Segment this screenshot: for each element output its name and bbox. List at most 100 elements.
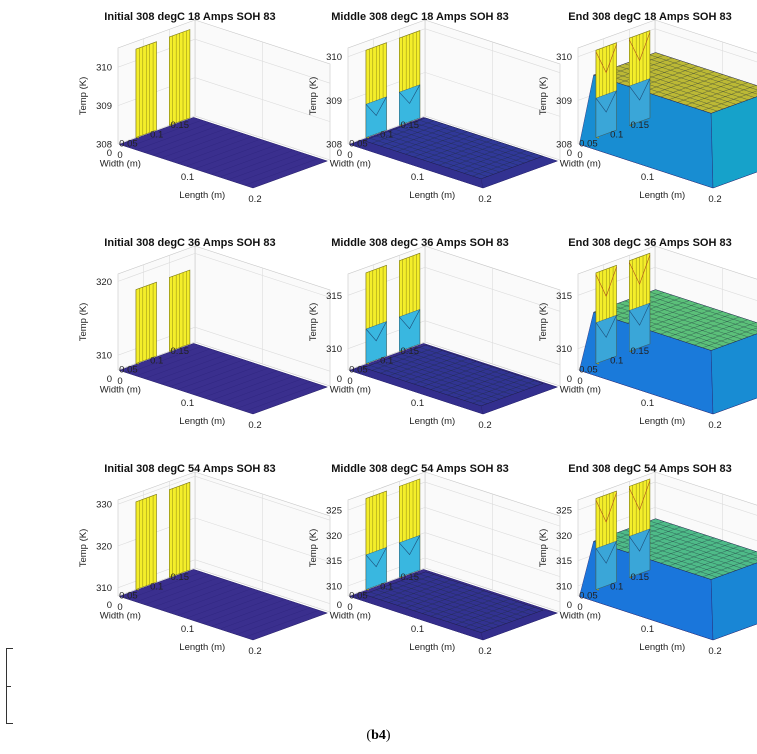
surface-mesh [136, 348, 211, 377]
chart-title: Middle 308 degC 18 Amps SOH 83 [331, 11, 508, 23]
surface-mesh [194, 593, 269, 622]
chart-title: Initial 308 degC 36 Amps SOH 83 [104, 237, 275, 249]
tab-fin-1 [398, 252, 421, 353]
x-tick-label: 0.1 [181, 624, 194, 635]
y-axis-label: Width (m) [330, 611, 371, 622]
z-tick-label: 309 [96, 101, 112, 112]
z-axis-label: Temp (K) [538, 529, 549, 568]
z-tick-label: 310 [96, 583, 112, 594]
surface-mesh [649, 520, 757, 557]
x-axis-label: Length (m) [639, 416, 685, 427]
surface-mesh [152, 128, 228, 156]
surface-mesh [194, 367, 269, 396]
z-tick-label: 320 [96, 277, 112, 288]
x-tick-label: 0.2 [708, 420, 721, 431]
grid-line [117, 253, 331, 298]
surface-mesh [369, 365, 488, 404]
surface-mesh [211, 147, 286, 175]
y-axis-label: Width (m) [560, 611, 601, 622]
tab-fin-2 [135, 493, 157, 591]
surface-mesh [244, 158, 320, 186]
panel-middle-308-degc-18-amps-soh-83: Middle 308 degC 18 Amps SOH 83 308 309 310 T… [308, 11, 561, 205]
z-tick-label: 310 [96, 63, 112, 74]
y-axis-label: Width (m) [100, 611, 141, 622]
tab-fin-1 [398, 30, 421, 127]
tab-fin-2 [365, 42, 387, 139]
z-axis-label: Temp (K) [78, 303, 89, 342]
surface-mesh [127, 572, 203, 600]
x-axis-label: Length (m) [409, 416, 455, 427]
z-tick-label: 330 [96, 500, 112, 511]
x-tick-label: 0.1 [411, 624, 424, 635]
surface-mesh [177, 362, 253, 390]
surface-mesh [177, 136, 253, 164]
x-axis-label: Length (m) [179, 190, 225, 201]
surface-mesh [219, 601, 294, 630]
surface-mesh [127, 346, 203, 374]
surface-mesh [161, 356, 236, 385]
surface-mesh [394, 356, 513, 395]
y-tick-label: 0 [567, 600, 572, 611]
y-tick-label: 0 [107, 600, 112, 611]
x-tick-label: 0.2 [248, 420, 261, 431]
y-tick-label: 0.1 [380, 129, 393, 140]
panel-initial-308-degc-36-amps-soh-83: Initial 308 degC 36 Amps SOH 83 310 320 Tem… [78, 237, 331, 431]
z-tick-label: 320 [326, 531, 342, 542]
surface-mesh [227, 604, 303, 632]
surface-mesh [136, 574, 211, 603]
panel-middle-308-degc-54-amps-soh-83: Middle 308 degC 54 Amps SOH 83 310 315 320 3… [308, 463, 561, 657]
z-tick-label: 309 [326, 96, 342, 107]
chart-title: End 308 degC 54 Amps SOH 83 [568, 463, 731, 475]
surface-mesh [219, 375, 294, 404]
z-tick-label: 310 [326, 344, 342, 355]
surface-mesh [413, 576, 531, 615]
surface-mesh [375, 135, 494, 175]
tab-fin-1 [628, 30, 651, 127]
tab-fin-2 [365, 264, 387, 365]
y-tick-label: 0.1 [610, 355, 623, 366]
surface-mesh [211, 373, 286, 401]
x-axis-label: Length (m) [179, 416, 225, 427]
y-tick-label: 0.1 [150, 129, 163, 140]
surface-mesh [244, 610, 320, 638]
y-tick-label: 0 [337, 148, 342, 159]
x-tick-label: 0 [117, 602, 122, 613]
panel-end-308-degc-18-amps-soh-83: End 308 degC 18 Amps SOH 83 308 309 310 Temp… [538, 11, 757, 205]
surface-mesh [599, 309, 718, 349]
caption-open: ( [366, 728, 372, 743]
surface-mesh [202, 144, 278, 172]
chart-title: Middle 308 degC 54 Amps SOH 83 [331, 463, 508, 475]
z-tick-label: 308 [326, 140, 342, 151]
surface-mesh [388, 131, 506, 170]
z-tick-label: 315 [326, 556, 342, 567]
surface-mesh [400, 580, 519, 620]
surface-mesh [636, 296, 755, 335]
surface-mesh [236, 155, 311, 183]
x-tick-label: 0 [117, 150, 122, 161]
surface-mesh [630, 61, 749, 100]
x-tick-label: 0.2 [478, 194, 491, 205]
surface-mesh [161, 582, 236, 611]
x-axis-label: Length (m) [409, 190, 455, 201]
tab-fin-2 [135, 281, 157, 365]
y-tick-label: 0.05 [119, 591, 138, 602]
z-tick-label: 325 [556, 506, 572, 517]
tab-fin-1 [628, 252, 651, 353]
chart-title: Initial 308 degC 54 Amps SOH 83 [104, 463, 275, 475]
z-tick-label: 315 [556, 291, 572, 302]
surface-mesh [236, 607, 311, 635]
surface-mesh [649, 54, 757, 90]
z-axis-label: Temp (K) [308, 303, 319, 342]
panel-initial-308-degc-54-amps-soh-83: Initial 308 degC 54 Amps SOH 83 310 320 330… [78, 463, 331, 657]
surface-mesh [413, 122, 531, 161]
y-tick-label: 0.15 [401, 572, 420, 583]
panel-end-308-degc-54-amps-soh-83: End 308 degC 54 Amps SOH 83 310 315 320 325 T… [538, 463, 757, 657]
surface-mesh [636, 59, 755, 98]
y-tick-label: 0.15 [171, 572, 190, 583]
tab-fin-2 [595, 264, 617, 365]
panel-middle-308-degc-36-amps-soh-83: Middle 308 degC 36 Amps SOH 83 310 315 Temp… [308, 237, 561, 431]
z-tick-label: 315 [556, 556, 572, 567]
surface-mesh [202, 370, 278, 398]
surface-mesh [419, 573, 537, 613]
